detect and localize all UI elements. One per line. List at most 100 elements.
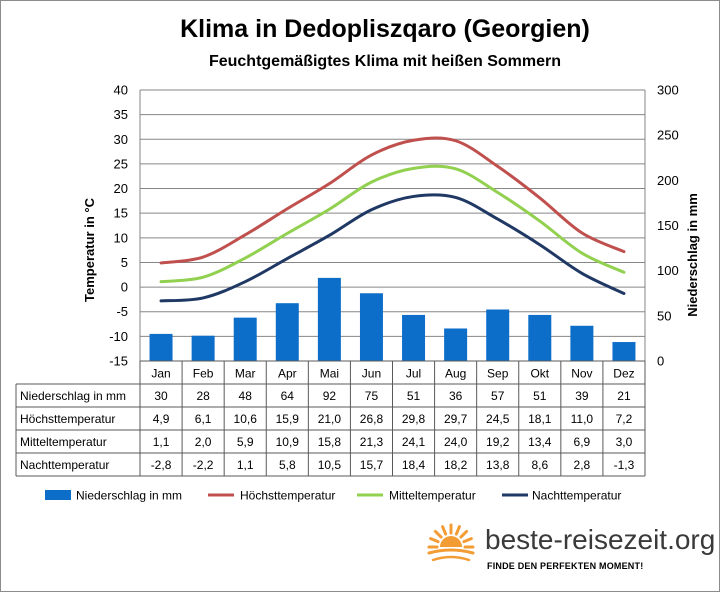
y-right-tick-label: 100 (657, 263, 679, 278)
table-row-label: Niederschlag in mm (20, 389, 126, 403)
x-tick-label: Okt (530, 367, 549, 381)
brand-tagline: FINDE DEN PERFEKTEN MOMENT! (487, 561, 643, 571)
x-tick-label: Jun (362, 367, 381, 381)
table-cell: 2,8 (574, 458, 591, 472)
table-cell: 4,9 (153, 412, 170, 426)
sun-ray (441, 525, 448, 536)
table-cell: 1,1 (237, 458, 254, 472)
table-row-label: Höchsttemperatur (20, 412, 115, 426)
precipitation-bar (444, 328, 468, 361)
y-left-tick-label: 20 (114, 181, 128, 196)
brand-logo: beste-reisezeit.org FINDE DEN PERFEKTEN … (427, 523, 715, 571)
x-tick-label: Apr (278, 367, 297, 381)
table-cell: 2,0 (195, 435, 212, 449)
table-cell: 7,2 (616, 412, 633, 426)
table-cell: 3,0 (616, 435, 633, 449)
table-cell: 29,8 (402, 412, 426, 426)
y-left-axis-label: Temperatur in °C (82, 197, 97, 302)
table-cell: 21,0 (318, 412, 342, 426)
precipitation-bar (612, 342, 636, 361)
y-left-tick-label: 0 (121, 280, 128, 295)
brand-name: beste-reisezeit.org (485, 524, 715, 555)
table-cell: 39 (575, 389, 589, 403)
y-right-tick-label: 150 (657, 218, 679, 233)
y-right-tick-label: 300 (657, 83, 679, 98)
y-left-tick-label: 15 (114, 206, 128, 221)
precipitation-bar (191, 335, 215, 361)
table-cell: 6,1 (195, 412, 212, 426)
chart-subtitle: Feuchtgemäßigtes Klima mit heißen Sommer… (209, 53, 561, 70)
table-cell: 11,0 (571, 412, 594, 426)
y-right-tick-label: 50 (657, 308, 671, 323)
table-cell: -1,3 (614, 458, 635, 472)
y-left-tick-label: 25 (114, 156, 128, 171)
night-temp-line (159, 193, 626, 303)
table-cell: 51 (407, 389, 421, 403)
y-right-tick-label: 0 (657, 354, 664, 369)
table-cell: -2,8 (151, 458, 172, 472)
table-cell: 48 (239, 389, 253, 403)
table-cell: 28 (196, 389, 210, 403)
table-cell: 15,8 (318, 435, 342, 449)
precipitation-bar (317, 277, 341, 361)
table-cell: 18,1 (528, 412, 552, 426)
x-tick-label: Feb (193, 367, 214, 381)
table-cell: 13,4 (528, 435, 552, 449)
sun-ray (454, 525, 461, 536)
x-tick-label: Dez (613, 367, 634, 381)
table-cell: 8,6 (531, 458, 548, 472)
table-cell: 18,2 (444, 458, 468, 472)
mean-temp-line (159, 164, 626, 284)
precipitation-bar (149, 333, 173, 361)
x-tick-label: Mar (235, 367, 256, 381)
x-tick-label: Jul (406, 367, 421, 381)
table-cell: 24,0 (444, 435, 468, 449)
table-cell: -2,2 (193, 458, 214, 472)
precipitation-bar (359, 293, 383, 361)
sun-body (440, 536, 462, 547)
table-cell: 5,9 (237, 435, 254, 449)
table-row-label: Nachttemperatur (20, 458, 109, 472)
precipitation-bar (486, 309, 510, 361)
table-cell: 64 (281, 389, 295, 403)
table-cell: 10,9 (276, 435, 300, 449)
precipitation-bar (275, 303, 299, 361)
temperature-lines (159, 136, 626, 303)
y-left-tick-label: 30 (114, 132, 128, 147)
table-cell: 21 (617, 389, 631, 403)
table-cell: 10,5 (318, 458, 342, 472)
y-left-tick-label: 5 (121, 255, 128, 270)
precipitation-bars (149, 277, 636, 361)
left-axis-ticks: -15 -10 -5 0 5 10 15 20 25 30 35 40 (109, 83, 128, 369)
right-axis-ticks: 0 50 100 150 200 250 300 (657, 83, 679, 369)
gridlines (139, 89, 646, 362)
precipitation-bar (402, 314, 426, 361)
table-cell: 57 (491, 389, 505, 403)
sun-icon (427, 523, 475, 562)
legend-item-label: Nachttemperatur (532, 489, 621, 503)
table-cell: 30 (154, 389, 168, 403)
table-cell: 5,8 (279, 458, 296, 472)
table-cell: 18,4 (402, 458, 426, 472)
high-temp-line (159, 136, 626, 265)
legend-item-label: Höchsttemperatur (240, 489, 335, 503)
y-left-tick-label: 35 (114, 107, 128, 122)
sun-ray (462, 537, 473, 544)
table-cell: 10,6 (234, 412, 258, 426)
data-table: Jan Feb Mar Apr Mai Jun Jul Aug Sep Okt Nov Dez Nied… (15, 360, 646, 477)
precipitation-bar (570, 325, 594, 361)
sun-ray (459, 529, 469, 539)
table-cell: 19,2 (486, 435, 510, 449)
y-left-tick-label: -10 (109, 329, 128, 344)
table-cell: 29,7 (444, 412, 468, 426)
table-cell: 75 (365, 389, 379, 403)
x-tick-label: Aug (445, 367, 466, 381)
table-cell: 1,1 (153, 435, 170, 449)
sun-wave (431, 555, 471, 562)
table-cell: 26,8 (360, 412, 384, 426)
sun-ray (429, 537, 440, 544)
table-row-label: Mitteltemperatur (20, 435, 107, 449)
table-cell: 6,9 (574, 435, 591, 449)
y-right-tick-label: 250 (657, 128, 679, 143)
